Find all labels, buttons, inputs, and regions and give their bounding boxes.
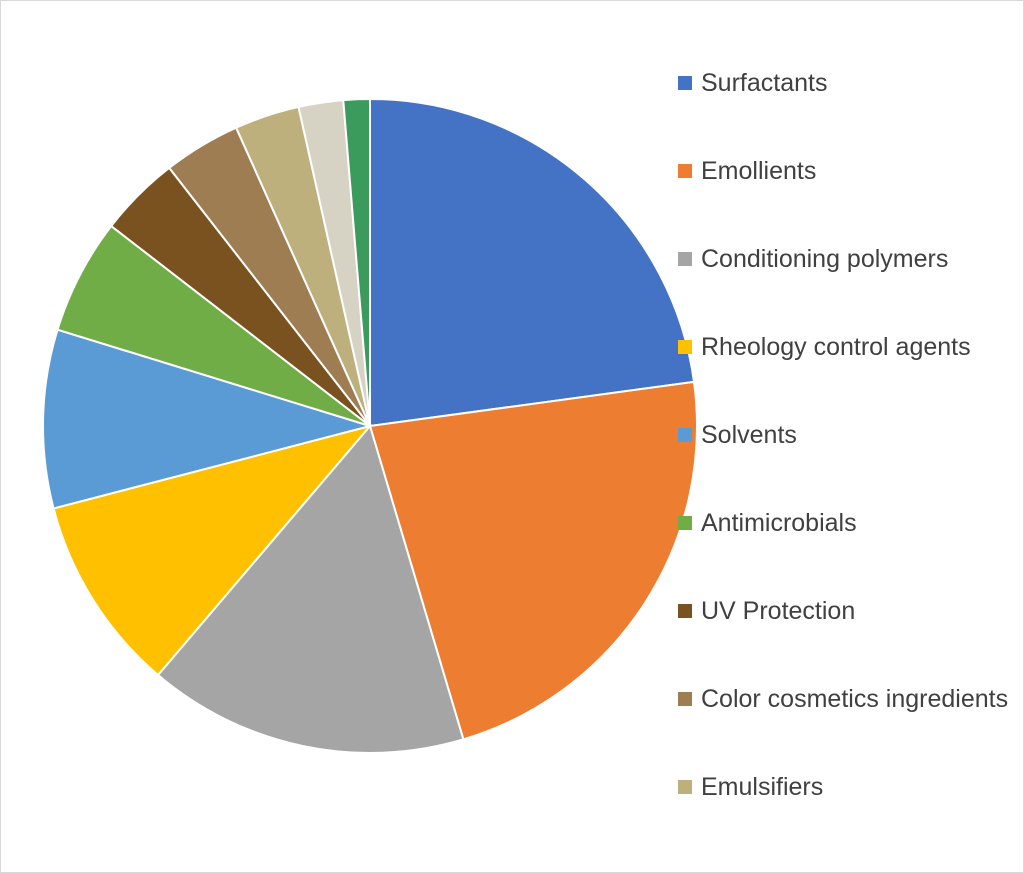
legend-label: Color cosmetics ingredients [701,685,1009,713]
legend-swatch [678,780,692,794]
legend-item: Rheology control agents [678,328,1011,366]
legend-swatch [678,164,692,178]
pie-slice-surfactants [369,97,696,428]
legend-label: Solvents [701,421,797,449]
legend-swatch [678,604,692,618]
legend-label: Conditioning polymers [701,245,949,273]
legend-item: Surfactants [678,64,1011,102]
legend-label: Surfactants [701,69,828,97]
legend-item: Color cosmetics ingredients [678,680,1011,718]
legend-item: Antimicrobials [678,504,1011,542]
legend-item: Emulsifiers [678,768,1011,806]
pie-slice-emollients [368,380,698,741]
legend-label: Emollients [701,157,817,185]
legend-item: Solvents [678,416,1011,454]
legend-swatch [678,76,692,90]
legend-label: Antimicrobials [701,509,857,537]
legend-label: Rheology control agents [701,333,971,361]
legend-swatch [678,692,692,706]
legend-swatch [678,340,692,354]
legend-swatch [678,428,692,442]
legend-swatch [678,252,692,266]
legend-item: Conditioning polymers [678,240,1011,278]
pie-slice-unlabeled-10 [342,97,371,427]
legend-label: Emulsifiers [701,773,824,801]
legend-item: Emollients [678,152,1011,190]
pie-slice-conditioning-polymers [156,423,465,754]
pie-slice-solvents [42,328,374,510]
legend-item: UV Protection [678,592,1011,630]
legend-label: UV Protection [701,597,856,625]
legend-swatch [678,516,692,530]
